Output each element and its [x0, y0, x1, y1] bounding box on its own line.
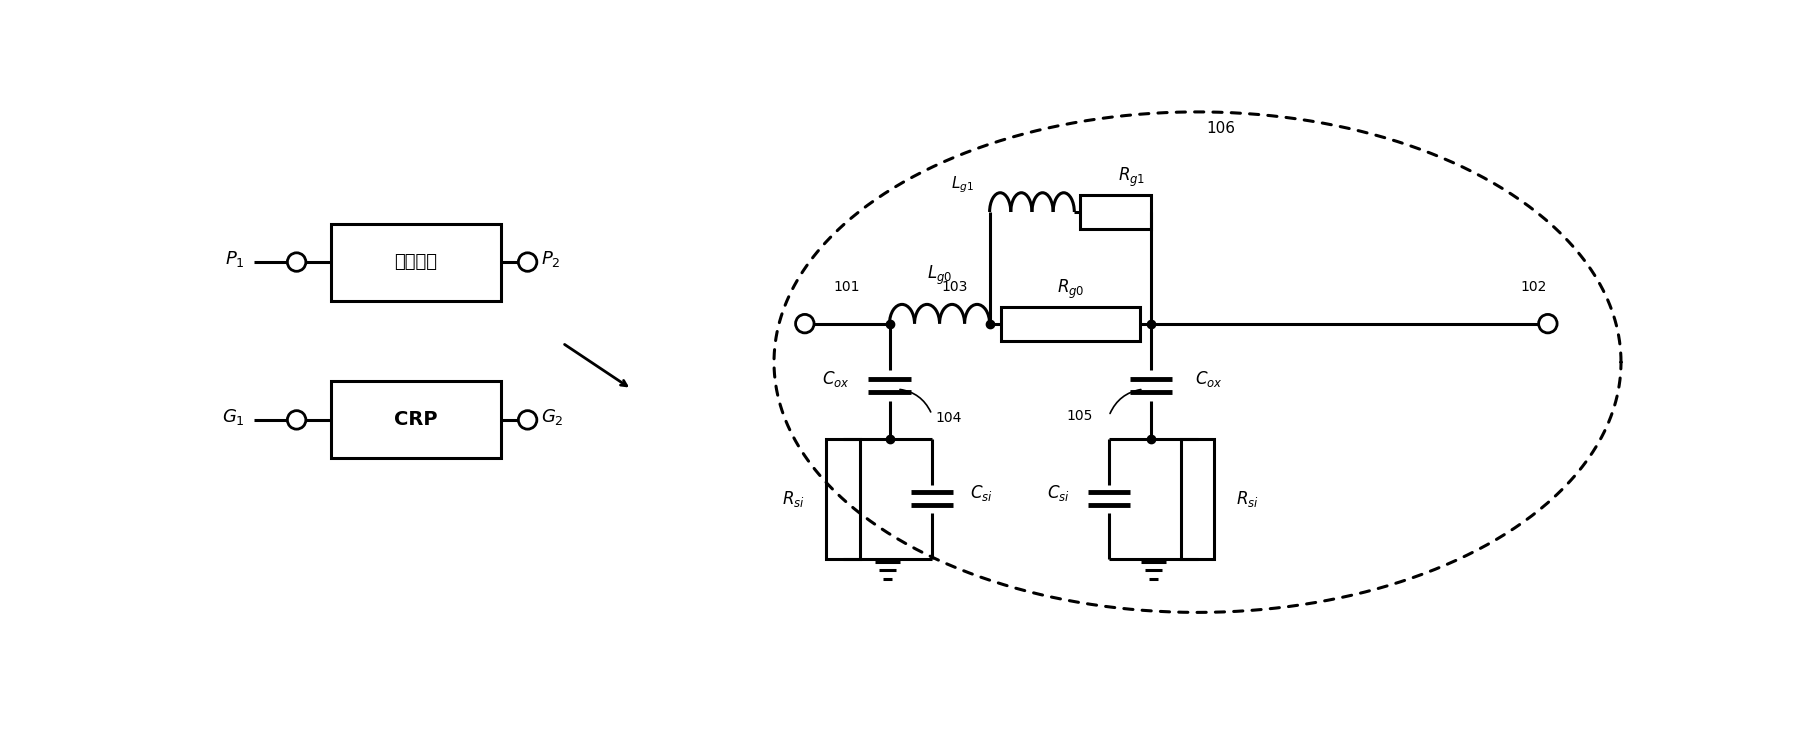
Bar [1180, 439, 1215, 559]
Bar [332, 381, 500, 458]
Text: $R_{si}$: $R_{si}$ [781, 489, 805, 509]
Text: $R_{si}$: $R_{si}$ [1236, 489, 1258, 509]
Text: 101: 101 [834, 280, 861, 295]
Text: $C_{ox}$: $C_{ox}$ [821, 369, 850, 389]
Text: $G_1$: $G_1$ [223, 407, 245, 427]
Text: $P_2$: $P_2$ [542, 249, 560, 269]
Bar [827, 439, 859, 559]
Text: $C_{ox}$: $C_{ox}$ [1195, 369, 1224, 389]
Bar [1001, 306, 1140, 340]
Text: 电感核心: 电感核心 [395, 253, 437, 271]
Text: 102: 102 [1521, 280, 1546, 295]
Text: $C_{si}$: $C_{si}$ [970, 482, 994, 502]
Text: $L_{g0}$: $L_{g0}$ [926, 263, 952, 286]
Text: $P_1$: $P_1$ [225, 249, 245, 269]
Text: CRP: CRP [393, 411, 437, 429]
Text: $R_{g1}$: $R_{g1}$ [1117, 166, 1146, 189]
Bar [332, 223, 500, 300]
Bar [1081, 195, 1151, 229]
Text: 104: 104 [936, 411, 963, 425]
Text: 103: 103 [941, 280, 968, 295]
Text: $C_{si}$: $C_{si}$ [1048, 482, 1070, 502]
Text: 106: 106 [1206, 121, 1235, 136]
Text: $G_2$: $G_2$ [542, 407, 564, 427]
Text: $L_{g1}$: $L_{g1}$ [952, 175, 974, 195]
Text: 105: 105 [1066, 409, 1093, 423]
Text: $R_{g0}$: $R_{g0}$ [1057, 278, 1084, 300]
